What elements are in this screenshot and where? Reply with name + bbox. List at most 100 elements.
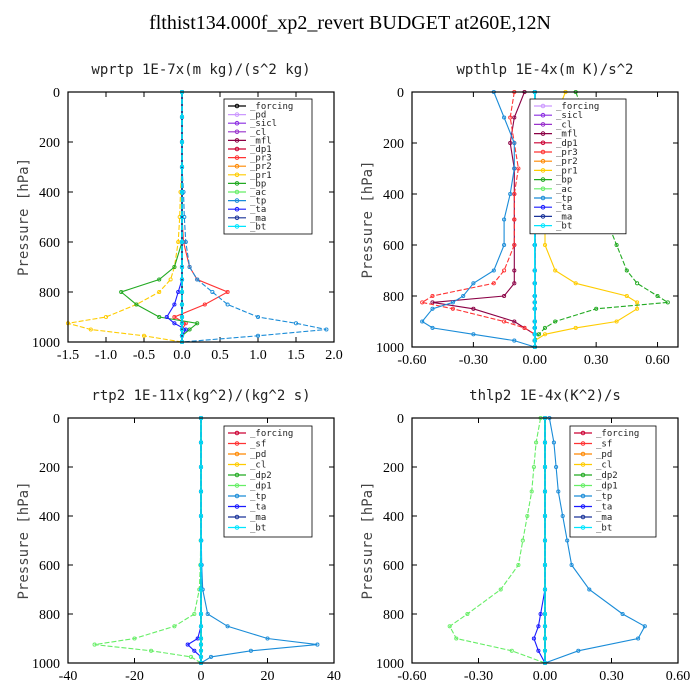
legend-marker <box>580 504 586 509</box>
x-tick-label: -0.60 <box>397 353 426 368</box>
data-point <box>553 319 558 324</box>
data-point <box>134 302 139 307</box>
data-point <box>502 293 507 299</box>
data-point <box>179 239 185 245</box>
legend-marker <box>540 103 546 109</box>
data-point <box>192 611 197 617</box>
plot-frame <box>411 417 679 664</box>
legend-marker <box>540 177 546 182</box>
data-point <box>198 464 204 470</box>
data-point <box>172 264 177 270</box>
plot-frame <box>67 417 335 664</box>
data-point <box>430 325 435 330</box>
x-tick-label: 0 <box>198 669 205 684</box>
data-point <box>420 300 425 305</box>
data-point <box>502 319 507 324</box>
data-point <box>454 636 459 641</box>
legend-label: _ma <box>596 513 612 523</box>
x-tick-label: 0.60 <box>666 669 691 684</box>
chart-panel-4: thlp2 1E-4x(K^2)/s Pressure [hPa] -0.60 -0.… <box>360 388 690 684</box>
y-tick-label: 600 <box>383 239 404 254</box>
data-point <box>556 489 561 494</box>
data-point <box>198 624 204 629</box>
legend-label: _tp <box>556 194 572 204</box>
legend-marker <box>234 189 240 195</box>
y-tick-label: 800 <box>383 608 404 623</box>
data-point <box>525 513 530 519</box>
x-tick-label: 40 <box>327 669 341 684</box>
data-point <box>502 242 507 248</box>
legend-label: _ta <box>250 503 266 513</box>
legend-label: _pr2 <box>250 162 272 172</box>
data-point <box>551 440 556 445</box>
y-tick-label: 1000 <box>376 341 404 356</box>
data-point <box>508 115 513 120</box>
legend-marker <box>234 112 240 117</box>
legend-marker <box>234 172 240 178</box>
data-point <box>512 191 517 197</box>
data-point <box>614 242 619 248</box>
data-point <box>168 277 173 282</box>
data-point <box>655 293 660 299</box>
data-point <box>179 139 185 145</box>
legend-label: _pr3 <box>556 148 578 158</box>
data-point <box>614 319 619 324</box>
data-point <box>542 440 548 445</box>
legend-marker <box>540 149 546 155</box>
legend-marker <box>234 430 240 436</box>
legend-label: _dp2 <box>596 471 618 481</box>
y-tick-label: 400 <box>39 186 60 201</box>
legend-marker <box>580 525 586 530</box>
data-point <box>210 289 215 295</box>
legend-marker <box>234 155 240 160</box>
data-point <box>512 140 517 146</box>
data-point <box>542 636 548 641</box>
data-point <box>179 277 185 282</box>
legend-label: _sicl <box>250 119 277 129</box>
data-point <box>176 239 181 245</box>
data-point <box>542 611 548 617</box>
data-point <box>542 538 548 543</box>
data-point <box>198 562 204 568</box>
series-line <box>181 92 327 343</box>
y-tick-label: 1000 <box>32 657 60 672</box>
legend-marker <box>540 223 546 228</box>
legend-label: _cl <box>596 461 612 471</box>
data-point <box>179 189 185 195</box>
data-point <box>554 464 559 470</box>
legend-marker <box>580 514 586 520</box>
data-point <box>179 314 185 320</box>
data-point <box>498 587 503 592</box>
legend-label: _cl <box>556 120 572 130</box>
data-point <box>132 636 137 641</box>
x-tick-label: -0.5 <box>133 348 155 363</box>
y-axis-label: Pressure [hPa] <box>16 481 32 599</box>
legend-marker <box>234 163 240 169</box>
data-point <box>512 115 517 120</box>
y-axis-label: Pressure [hPa] <box>360 160 376 278</box>
legend-marker <box>234 483 240 488</box>
legend-marker <box>234 138 240 143</box>
data-point <box>542 587 548 592</box>
data-point <box>461 293 466 299</box>
data-point <box>594 306 599 311</box>
x-tick-label: -1.0 <box>95 348 117 363</box>
x-tick-label: 0.60 <box>645 353 670 368</box>
x-tick-label: 1.0 <box>249 348 267 363</box>
data-point <box>542 624 548 629</box>
legend-marker <box>540 140 546 146</box>
plot-title: wprtp 1E-7x(m kg)/(s^2 kg) <box>91 62 310 78</box>
data-point <box>195 321 200 326</box>
legend-label: _forcing <box>556 102 599 112</box>
legend-label: _pd <box>250 450 266 460</box>
data-point <box>179 289 185 295</box>
plot-title: thlp2 1E-4x(K^2)/s <box>469 388 621 404</box>
data-point <box>157 277 162 282</box>
data-point <box>450 306 455 311</box>
data-point <box>465 611 470 617</box>
legend-label: _ma <box>250 214 266 224</box>
data-point <box>293 321 299 326</box>
data-point <box>516 166 521 171</box>
legend-marker <box>234 525 240 530</box>
legend-marker <box>234 206 240 212</box>
